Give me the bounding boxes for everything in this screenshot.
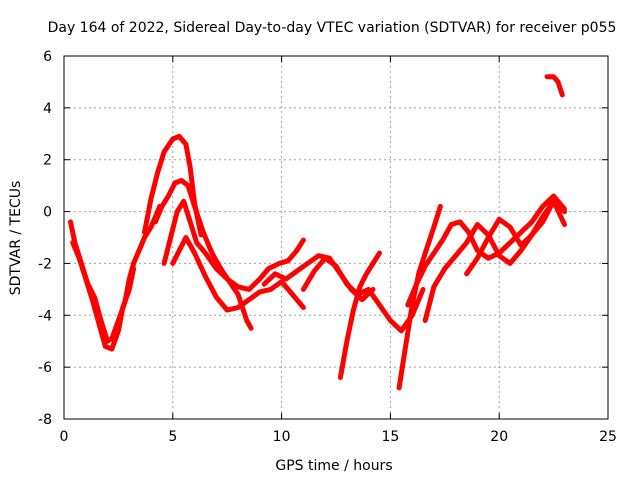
x-tick-label: 10 (273, 429, 291, 445)
x-tick-label: 0 (60, 429, 69, 445)
series-arc-3 (142, 133, 204, 238)
y-tick-label: -2 (38, 256, 52, 272)
y-axis-label: SDTVAR / TECUs (8, 181, 24, 296)
y-tick-label: -6 (38, 360, 52, 376)
axis-ticks: 0 5 10 15 20 25 -8 -6 -4 -2 0 2 4 6 (38, 49, 617, 445)
x-axis-label: GPS time / hours (275, 458, 392, 474)
y-tick-label: 0 (43, 205, 52, 221)
series-arc-9 (337, 250, 382, 380)
x-tick-label: 15 (381, 429, 399, 445)
y-tick-label: 2 (43, 153, 52, 169)
series-arc-6 (170, 235, 306, 313)
y-tick-label: 4 (43, 101, 52, 117)
y-tick-label: -4 (38, 308, 52, 324)
x-tick-label: 25 (599, 429, 617, 445)
series-arc-2 (70, 240, 137, 352)
series-arc-8 (261, 253, 376, 303)
y-tick-label: 6 (43, 49, 52, 65)
x-tick-label: 5 (168, 429, 177, 445)
series-arc-14 (544, 74, 565, 98)
series-arc-4 (152, 178, 254, 331)
series-arc-11 (405, 193, 567, 308)
x-tick-label: 20 (490, 429, 508, 445)
chart-title: Day 164 of 2022, Sidereal Day-to-day VTE… (48, 20, 617, 36)
series-arc-10 (396, 203, 443, 391)
y-tick-label: -8 (38, 412, 52, 428)
data-series-group (68, 74, 567, 391)
plot-frame (63, 55, 609, 420)
series-arc-5 (161, 198, 306, 292)
series-arc-7 (300, 255, 426, 334)
series-arc-13 (464, 198, 567, 277)
